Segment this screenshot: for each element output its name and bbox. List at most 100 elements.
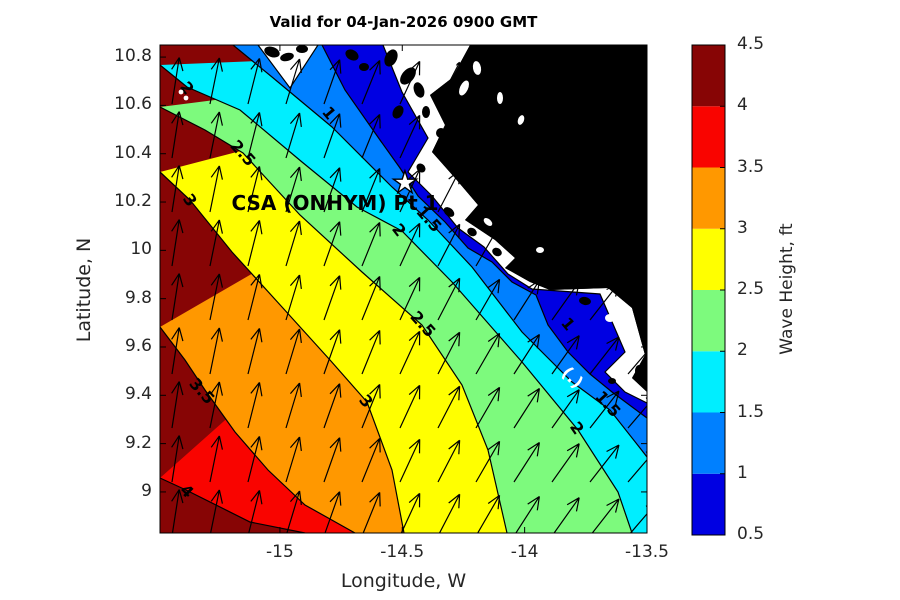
colorbar-band-3-3.5 — [692, 167, 725, 229]
colorbar-band-4-4.5 — [692, 45, 725, 107]
coastal-lagoon — [536, 247, 544, 253]
coastal-lagoon — [517, 115, 525, 125]
wave-arrow — [475, 278, 501, 321]
wave-arrow — [551, 443, 580, 483]
y-tick-label: 9 — [141, 480, 152, 501]
coastal-lagoon — [483, 218, 493, 226]
wave-arrow — [209, 165, 223, 213]
wave-arrow — [437, 385, 461, 429]
wave-arrow — [209, 273, 223, 321]
colorbar-tick-label: 2 — [737, 340, 748, 361]
island — [635, 365, 643, 377]
wave-arrow — [209, 489, 223, 533]
wave-arrow — [323, 113, 342, 159]
wave-arrow — [247, 436, 263, 483]
wave-arrow — [589, 336, 620, 375]
wave-arrow — [551, 389, 580, 429]
colorbar-label: Wave Height, ft — [777, 223, 797, 355]
wave-arrow — [285, 328, 302, 375]
coastal-lagoon — [459, 80, 469, 96]
wave-arrow — [171, 165, 184, 213]
wave-arrow — [324, 491, 342, 533]
wave-arrow — [247, 166, 263, 213]
wave-arrow — [248, 490, 263, 533]
wave-arrow — [553, 497, 580, 533]
wave-arrow — [209, 57, 223, 105]
land-polygon — [430, 45, 647, 392]
island — [443, 207, 455, 217]
colorbar-tick-label: 0.5 — [737, 524, 765, 544]
wave-arrow — [437, 439, 461, 483]
colorbar-tick-label: 2.5 — [737, 279, 765, 299]
island — [436, 128, 446, 138]
colorbar-band-1-1.5 — [692, 412, 725, 474]
wave-arrow — [475, 332, 501, 375]
wave-arrow — [171, 219, 184, 267]
island — [492, 247, 502, 257]
wave-arrow — [513, 441, 540, 483]
x-tick-label: -14 — [510, 542, 539, 562]
wave-arrow — [171, 111, 184, 159]
colorbar-band-0.5-1 — [692, 473, 725, 535]
y-tick-label: 9.4 — [124, 384, 152, 405]
colorbar-band-2-2.5 — [692, 290, 725, 352]
colorbar-tick-label: 4 — [737, 95, 748, 116]
wave-arrow — [361, 222, 381, 267]
contour-line-2.5 — [160, 106, 508, 533]
wave-arrow — [209, 327, 223, 375]
contour-line-3 — [160, 171, 405, 533]
island — [416, 163, 426, 173]
contour-line-1.5 — [232, 45, 647, 458]
wave-arrow — [247, 220, 263, 267]
island — [422, 106, 430, 118]
wave-arrow — [209, 219, 223, 267]
contour-line-1 — [321, 45, 647, 419]
wave-arrow — [400, 492, 421, 533]
wave-arrow — [285, 274, 302, 321]
wave-arrow — [285, 58, 302, 105]
wave-arrow — [513, 387, 540, 429]
y-tick-label: 9.6 — [124, 335, 152, 356]
contour-lines — [160, 45, 647, 533]
wave-arrow — [285, 220, 302, 267]
wave-arrow — [323, 383, 342, 429]
y-tick-label: 10.4 — [114, 142, 152, 163]
wave-arrow — [171, 327, 184, 375]
wave-arrow — [438, 493, 461, 533]
island — [467, 227, 477, 237]
colorbar-tick-label: 3.5 — [737, 156, 765, 177]
wave-arrow — [627, 451, 647, 483]
wave-arrow — [171, 435, 184, 483]
land-mass — [264, 45, 647, 392]
contour-line-0.5 — [382, 45, 647, 404]
wave-arrow — [323, 59, 342, 105]
wave-arrow — [513, 333, 540, 375]
island — [400, 67, 416, 85]
colorbar — [691, 44, 726, 536]
coastal-lagoon — [497, 92, 503, 104]
wave-arrow — [399, 330, 421, 375]
wave-arrow — [286, 490, 302, 533]
island — [392, 105, 404, 119]
wave-arrow — [171, 489, 184, 533]
y-tick-label: 10.6 — [114, 94, 152, 115]
wave-arrow — [361, 276, 381, 321]
wave-arrow — [361, 384, 381, 429]
wave-arrow — [437, 223, 461, 267]
island — [359, 63, 369, 71]
plot-border — [159, 44, 648, 534]
wave-arrow — [247, 382, 263, 429]
wave-arrow — [399, 438, 421, 483]
wave-arrow — [247, 58, 263, 105]
wave-arrow — [475, 386, 501, 429]
wave-arrow — [515, 495, 540, 533]
island — [517, 269, 525, 277]
island — [280, 52, 294, 62]
coastal-lagoon — [605, 314, 615, 322]
colorbar-tick-label: 4.5 — [737, 34, 765, 54]
wave-arrow — [323, 275, 342, 321]
wave-arrow — [361, 330, 381, 375]
contour-line-4 — [160, 477, 306, 533]
